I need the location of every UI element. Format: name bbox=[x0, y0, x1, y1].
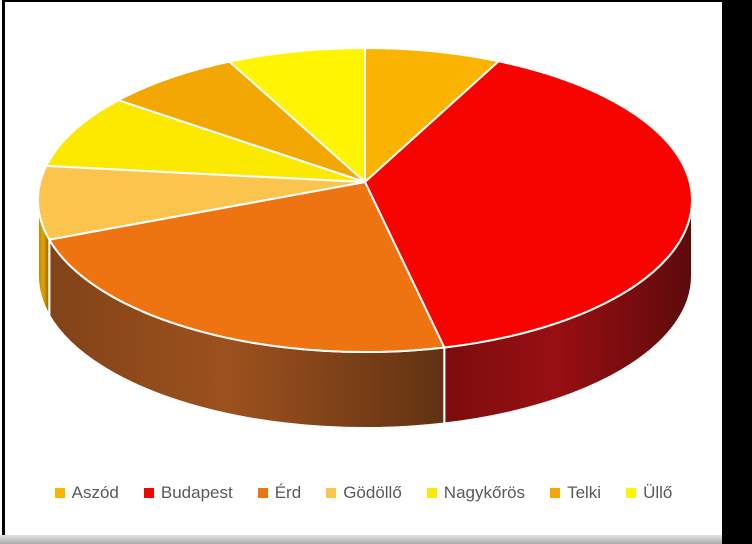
legend-label: Nagykőrös bbox=[443, 482, 526, 502]
legend-label: Telki bbox=[567, 482, 602, 502]
bottom-gray-strip bbox=[0, 535, 722, 544]
legend-swatch bbox=[550, 488, 561, 498]
left-edge-highlight bbox=[0, 0, 2, 536]
legend-item-üllő[interactable]: Üllő bbox=[626, 484, 672, 501]
legend-item-nagykőrös[interactable]: Nagykőrös bbox=[426, 482, 526, 502]
pie-slice-aszód[interactable] bbox=[364, 47, 500, 183]
pie-slice-érd[interactable] bbox=[48, 181, 446, 354]
pie-slice-üllő[interactable] bbox=[228, 47, 366, 183]
legend-label: Érd bbox=[274, 482, 302, 502]
legend-label: Gödöllő bbox=[343, 482, 402, 502]
legend-item-telki[interactable]: Telki bbox=[550, 484, 601, 501]
legend-label: Aszód bbox=[71, 482, 119, 502]
legend-item-aszód[interactable]: Aszód bbox=[54, 482, 119, 502]
pie-slice-nagykőrös[interactable] bbox=[45, 99, 366, 183]
pie-slice-gödöllő[interactable] bbox=[36, 164, 366, 241]
pie-slice-budapest[interactable] bbox=[364, 60, 694, 349]
legend-label: Budapest bbox=[160, 482, 233, 502]
legend-swatch bbox=[143, 488, 154, 498]
legend-swatch bbox=[257, 488, 268, 498]
legend-label: Üllő bbox=[643, 482, 673, 502]
legend-item-érd[interactable]: Érd bbox=[257, 482, 302, 502]
chart-legend: Aszód Budapest Érd Gödöllő Nagykőrös Tel… bbox=[5, 474, 722, 510]
pie-slice-telki[interactable] bbox=[117, 60, 366, 183]
legend-swatch bbox=[54, 488, 65, 498]
legend-swatch bbox=[426, 488, 437, 498]
legend-swatch bbox=[626, 488, 637, 498]
legend-item-budapest[interactable]: Budapest bbox=[143, 482, 233, 502]
legend-item-gödöllő[interactable]: Gödöllő bbox=[326, 484, 402, 501]
legend-swatch bbox=[326, 488, 337, 498]
